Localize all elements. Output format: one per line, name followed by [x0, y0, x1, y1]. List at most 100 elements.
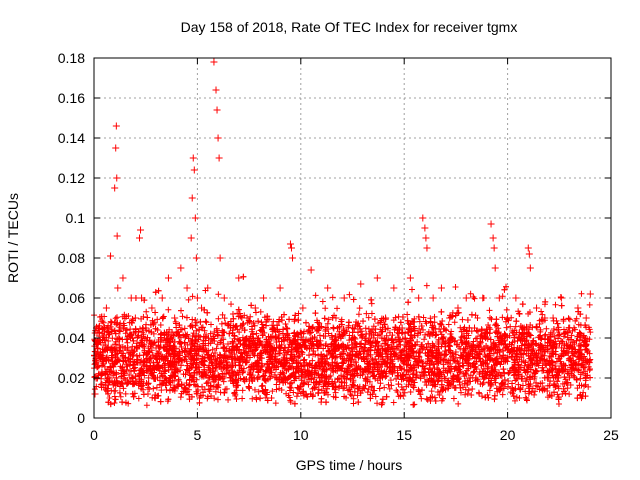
data-point — [170, 361, 177, 368]
data-point — [523, 347, 530, 354]
data-point — [488, 364, 495, 371]
data-point — [103, 346, 110, 353]
data-point — [381, 360, 388, 367]
data-point — [351, 388, 358, 395]
data-point — [426, 372, 433, 379]
data-point — [575, 360, 582, 367]
data-point — [513, 394, 520, 401]
data-point — [207, 369, 214, 376]
data-point — [424, 349, 431, 356]
data-point — [443, 351, 450, 358]
data-point — [586, 301, 593, 308]
data-point — [162, 374, 169, 381]
data-point — [179, 357, 186, 364]
data-point — [370, 368, 377, 375]
data-point — [535, 342, 542, 349]
data-point — [380, 369, 387, 376]
data-point — [391, 363, 398, 370]
data-point — [275, 335, 282, 342]
data-point — [441, 325, 448, 332]
data-point — [432, 397, 439, 404]
data-point — [281, 311, 288, 318]
data-point — [344, 369, 351, 376]
data-point — [430, 361, 437, 368]
data-point — [407, 338, 414, 345]
data-point — [498, 356, 505, 363]
data-point — [573, 376, 580, 383]
data-point — [189, 293, 196, 300]
data-point — [545, 374, 552, 381]
data-point — [258, 360, 265, 367]
data-point — [527, 352, 534, 359]
data-point — [555, 383, 562, 390]
data-point — [511, 347, 518, 354]
data-point — [356, 305, 363, 312]
data-point — [340, 360, 347, 367]
data-point — [214, 332, 221, 339]
data-point — [190, 374, 197, 381]
data-point — [359, 331, 366, 338]
data-point — [293, 393, 300, 400]
data-point — [97, 352, 104, 359]
data-point — [166, 387, 173, 394]
data-point — [353, 319, 360, 326]
data-point — [357, 332, 364, 339]
data-point — [346, 355, 353, 362]
data-point — [215, 291, 222, 298]
data-point — [124, 377, 131, 384]
data-point — [542, 342, 549, 349]
data-point — [493, 354, 500, 361]
data-point — [417, 391, 424, 398]
data-point — [240, 349, 247, 356]
data-point — [233, 323, 240, 330]
data-point — [555, 326, 562, 333]
data-point — [384, 363, 391, 370]
data-point — [291, 400, 298, 407]
data-point — [422, 331, 429, 338]
data-point — [364, 389, 371, 396]
data-point — [197, 392, 204, 399]
data-point — [378, 361, 385, 368]
data-point — [216, 373, 223, 380]
data-point — [549, 343, 556, 350]
data-point — [175, 332, 182, 339]
data-point — [225, 396, 232, 403]
data-point — [471, 368, 478, 375]
data-point — [525, 330, 532, 337]
data-point — [370, 387, 377, 394]
data-point — [338, 321, 345, 328]
data-point — [556, 340, 563, 347]
data-point — [155, 365, 162, 372]
data-point — [113, 369, 120, 376]
data-point — [241, 327, 248, 334]
data-point — [312, 292, 319, 299]
data-point — [407, 389, 414, 396]
data-point — [450, 373, 457, 380]
data-point — [100, 319, 107, 326]
data-point — [277, 360, 284, 367]
data-point — [129, 380, 136, 387]
data-point — [437, 320, 444, 327]
data-point — [486, 324, 493, 331]
data-point — [485, 321, 492, 328]
data-point — [433, 331, 440, 338]
data-point — [378, 335, 385, 342]
data-point — [315, 352, 322, 359]
data-point — [340, 344, 347, 351]
data-point — [257, 308, 264, 315]
data-point — [204, 309, 211, 316]
data-point — [363, 310, 370, 317]
data-point — [503, 306, 510, 313]
data-point — [550, 343, 557, 350]
data-point — [156, 381, 163, 388]
data-point — [201, 358, 208, 365]
data-point — [360, 355, 367, 362]
data-point — [516, 395, 523, 402]
data-point — [505, 317, 512, 324]
data-point — [262, 368, 269, 375]
data-point — [455, 400, 462, 407]
data-point — [531, 391, 538, 398]
data-point — [188, 356, 195, 363]
data-point — [271, 371, 278, 378]
data-point — [312, 384, 319, 391]
